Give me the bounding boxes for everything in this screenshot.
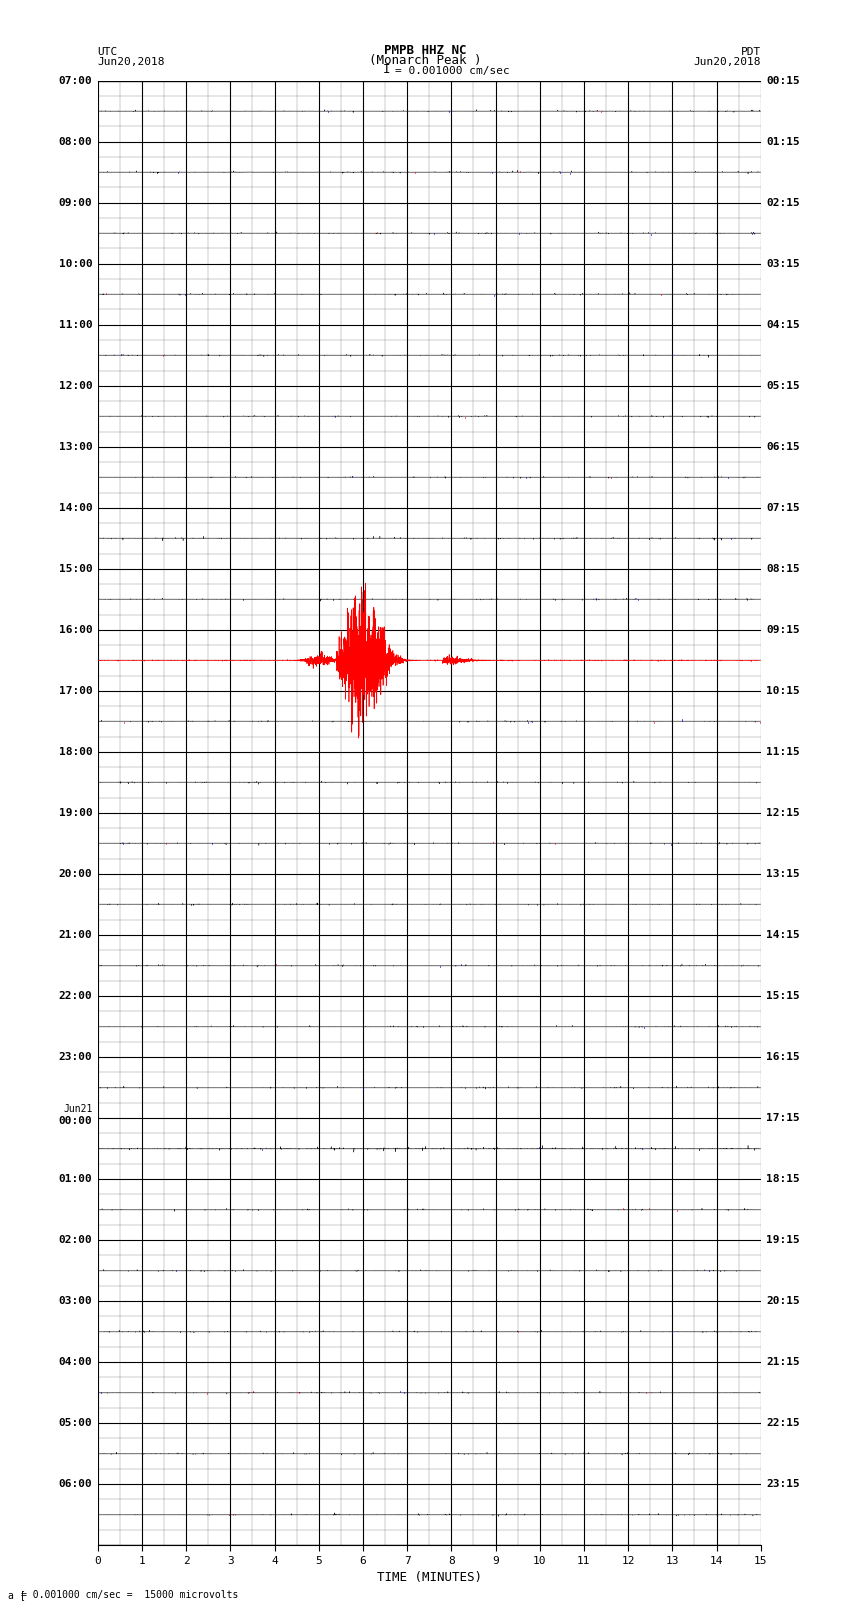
Text: 02:15: 02:15 bbox=[766, 198, 800, 208]
Text: 02:00: 02:00 bbox=[59, 1236, 93, 1245]
Text: PDT: PDT bbox=[740, 47, 761, 58]
Text: 12:00: 12:00 bbox=[59, 381, 93, 390]
Text: 05:00: 05:00 bbox=[59, 1418, 93, 1428]
Text: I: I bbox=[383, 63, 390, 76]
Text: 03:15: 03:15 bbox=[766, 258, 800, 269]
Text: 04:00: 04:00 bbox=[59, 1357, 93, 1368]
Text: 11:15: 11:15 bbox=[766, 747, 800, 756]
Text: 19:00: 19:00 bbox=[59, 808, 93, 818]
Text: 11:00: 11:00 bbox=[59, 319, 93, 329]
Text: 10:00: 10:00 bbox=[59, 258, 93, 269]
Text: Jun20,2018: Jun20,2018 bbox=[694, 56, 761, 66]
Text: 06:15: 06:15 bbox=[766, 442, 800, 452]
Text: Jun20,2018: Jun20,2018 bbox=[98, 56, 165, 66]
Text: PMPB HHZ NC: PMPB HHZ NC bbox=[383, 44, 467, 58]
Text: UTC: UTC bbox=[98, 47, 118, 58]
Text: 23:15: 23:15 bbox=[766, 1479, 800, 1489]
Text: 19:15: 19:15 bbox=[766, 1236, 800, 1245]
Text: 15:15: 15:15 bbox=[766, 990, 800, 1002]
Text: 00:00: 00:00 bbox=[59, 1116, 93, 1126]
Text: 10:15: 10:15 bbox=[766, 686, 800, 695]
Text: 22:00: 22:00 bbox=[59, 990, 93, 1002]
Text: Jun21: Jun21 bbox=[63, 1103, 93, 1115]
Text: 09:15: 09:15 bbox=[766, 624, 800, 636]
Text: 16:15: 16:15 bbox=[766, 1052, 800, 1061]
Text: 20:15: 20:15 bbox=[766, 1297, 800, 1307]
Text: 18:15: 18:15 bbox=[766, 1174, 800, 1184]
Text: 09:00: 09:00 bbox=[59, 198, 93, 208]
Text: 15:00: 15:00 bbox=[59, 565, 93, 574]
Text: 23:00: 23:00 bbox=[59, 1052, 93, 1061]
Text: = 0.001000 cm/sec =  15000 microvolts: = 0.001000 cm/sec = 15000 microvolts bbox=[21, 1590, 239, 1600]
Text: 03:00: 03:00 bbox=[59, 1297, 93, 1307]
Text: 17:15: 17:15 bbox=[766, 1113, 800, 1123]
Text: 07:00: 07:00 bbox=[59, 76, 93, 85]
Text: 13:15: 13:15 bbox=[766, 869, 800, 879]
Text: 07:15: 07:15 bbox=[766, 503, 800, 513]
Text: 04:15: 04:15 bbox=[766, 319, 800, 329]
Text: 08:15: 08:15 bbox=[766, 565, 800, 574]
Text: (Monarch Peak ): (Monarch Peak ) bbox=[369, 53, 481, 66]
Text: 17:00: 17:00 bbox=[59, 686, 93, 695]
Text: 16:00: 16:00 bbox=[59, 624, 93, 636]
Text: = 0.001000 cm/sec: = 0.001000 cm/sec bbox=[395, 66, 510, 76]
Text: 14:00: 14:00 bbox=[59, 503, 93, 513]
Text: 08:00: 08:00 bbox=[59, 137, 93, 147]
Text: 14:15: 14:15 bbox=[766, 931, 800, 940]
Text: 22:15: 22:15 bbox=[766, 1418, 800, 1428]
Text: 01:00: 01:00 bbox=[59, 1174, 93, 1184]
Text: 20:00: 20:00 bbox=[59, 869, 93, 879]
Text: 12:15: 12:15 bbox=[766, 808, 800, 818]
Text: 21:00: 21:00 bbox=[59, 931, 93, 940]
Text: 21:15: 21:15 bbox=[766, 1357, 800, 1368]
X-axis label: TIME (MINUTES): TIME (MINUTES) bbox=[377, 1571, 482, 1584]
Text: 01:15: 01:15 bbox=[766, 137, 800, 147]
Text: 05:15: 05:15 bbox=[766, 381, 800, 390]
Text: 13:00: 13:00 bbox=[59, 442, 93, 452]
Text: 00:15: 00:15 bbox=[766, 76, 800, 85]
Text: a [: a [ bbox=[8, 1590, 26, 1600]
Text: 18:00: 18:00 bbox=[59, 747, 93, 756]
Text: 06:00: 06:00 bbox=[59, 1479, 93, 1489]
